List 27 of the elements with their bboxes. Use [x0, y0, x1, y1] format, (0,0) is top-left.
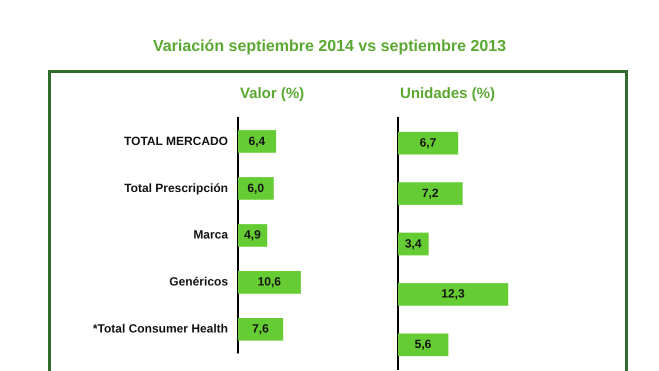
bar — [398, 283, 508, 306]
bar — [238, 130, 276, 153]
chart-subtitle: Valor (%) — [240, 85, 304, 102]
bar — [398, 333, 448, 356]
y-tick-label: Genéricos — [169, 274, 228, 289]
chart-title: Variación septiembre 2014 vs septiembre 2013 — [152, 38, 508, 56]
bar — [398, 132, 458, 155]
bar — [398, 182, 463, 205]
data-label: 6,4 — [248, 134, 266, 148]
y-tick-label: TOTAL MERCADO — [124, 134, 228, 148]
data-label: 5,6 — [414, 337, 432, 352]
data-label: 10,6 — [258, 274, 282, 289]
bar — [238, 271, 301, 294]
bar — [398, 232, 429, 256]
data-label: 3,4 — [404, 236, 422, 250]
y-tick-label: Marca — [193, 228, 228, 242]
y-tick-label: *Total Consumer Health — [92, 322, 228, 336]
data-label: 12,3 — [441, 286, 465, 301]
chart-subtitle: Unidades (%) — [400, 85, 496, 102]
bar — [238, 318, 284, 341]
y-tick-label: Total Prescripción — [124, 180, 228, 195]
data-label: 7,2 — [422, 186, 439, 200]
bar — [238, 177, 274, 200]
data-label: 6,0 — [247, 180, 264, 195]
data-label: 4,9 — [244, 228, 262, 242]
data-label: 7,6 — [252, 322, 270, 336]
data-label: 6,7 — [420, 136, 437, 150]
